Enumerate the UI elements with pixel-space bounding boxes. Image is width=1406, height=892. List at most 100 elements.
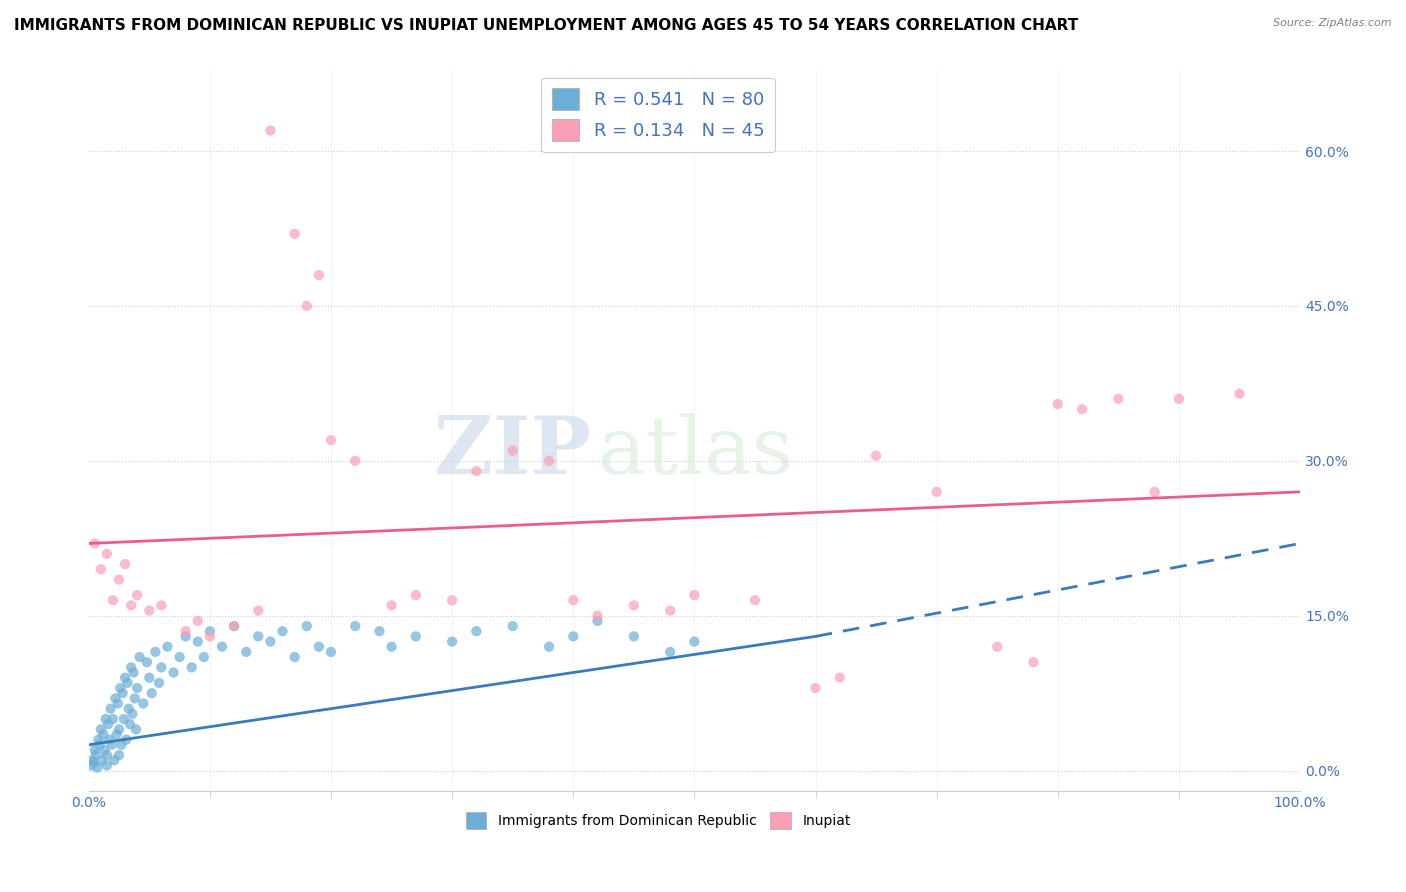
Point bbox=[150, 599, 173, 613]
Point bbox=[108, 573, 131, 587]
Point bbox=[145, 645, 167, 659]
Point bbox=[128, 650, 150, 665]
Text: Source: ZipAtlas.com: Source: ZipAtlas.com bbox=[1274, 18, 1392, 28]
Point bbox=[100, 701, 122, 715]
Point bbox=[127, 681, 149, 695]
Point bbox=[121, 706, 143, 721]
Point bbox=[344, 454, 367, 468]
Point bbox=[91, 727, 114, 741]
Point bbox=[180, 660, 202, 674]
Point bbox=[562, 593, 585, 607]
Point bbox=[96, 758, 118, 772]
Point bbox=[84, 748, 107, 763]
Point bbox=[94, 712, 117, 726]
Point bbox=[1143, 484, 1166, 499]
Point bbox=[284, 650, 307, 665]
Point bbox=[120, 599, 142, 613]
Point bbox=[193, 650, 215, 665]
Point bbox=[284, 227, 307, 241]
Point bbox=[295, 619, 318, 633]
Point bbox=[1071, 402, 1094, 417]
Point bbox=[150, 660, 173, 674]
Point bbox=[381, 640, 404, 654]
Point bbox=[198, 624, 221, 639]
Point bbox=[1046, 397, 1069, 411]
Point bbox=[127, 588, 149, 602]
Point bbox=[111, 686, 134, 700]
Point bbox=[1229, 386, 1251, 401]
Point bbox=[502, 619, 524, 633]
Point bbox=[308, 268, 330, 282]
Point bbox=[80, 758, 103, 772]
Point bbox=[124, 691, 146, 706]
Point bbox=[247, 604, 270, 618]
Point bbox=[108, 748, 131, 763]
Point bbox=[174, 629, 197, 643]
Point bbox=[110, 738, 132, 752]
Point bbox=[465, 624, 488, 639]
Point bbox=[683, 634, 706, 648]
Point bbox=[659, 645, 682, 659]
Point bbox=[986, 640, 1008, 654]
Point bbox=[623, 629, 645, 643]
Text: atlas: atlas bbox=[598, 413, 793, 491]
Point bbox=[538, 640, 561, 654]
Point bbox=[105, 727, 128, 741]
Point bbox=[405, 629, 427, 643]
Point bbox=[120, 660, 142, 674]
Point bbox=[108, 723, 131, 737]
Point bbox=[103, 753, 125, 767]
Point bbox=[1168, 392, 1191, 406]
Point bbox=[925, 484, 948, 499]
Point bbox=[162, 665, 184, 680]
Point bbox=[586, 614, 609, 628]
Point bbox=[187, 614, 209, 628]
Point bbox=[86, 760, 108, 774]
Point bbox=[132, 697, 155, 711]
Point bbox=[101, 712, 124, 726]
Point bbox=[405, 588, 427, 602]
Point bbox=[441, 593, 464, 607]
Point bbox=[295, 299, 318, 313]
Point bbox=[118, 701, 141, 715]
Point bbox=[441, 634, 464, 648]
Point bbox=[138, 604, 160, 618]
Point bbox=[224, 619, 246, 633]
Point bbox=[114, 671, 136, 685]
Point bbox=[319, 645, 342, 659]
Point bbox=[465, 464, 488, 478]
Point bbox=[122, 665, 145, 680]
Point bbox=[271, 624, 294, 639]
Point bbox=[110, 681, 132, 695]
Point bbox=[368, 624, 391, 639]
Legend: Immigrants from Dominican Republic, Inupiat: Immigrants from Dominican Republic, Inup… bbox=[460, 807, 856, 835]
Point bbox=[1107, 392, 1129, 406]
Point bbox=[187, 634, 209, 648]
Point bbox=[83, 536, 105, 550]
Point bbox=[319, 434, 342, 448]
Point bbox=[100, 738, 122, 752]
Point bbox=[381, 599, 404, 613]
Point bbox=[89, 738, 111, 752]
Point bbox=[744, 593, 766, 607]
Point bbox=[87, 732, 110, 747]
Point bbox=[96, 748, 118, 763]
Point bbox=[683, 588, 706, 602]
Point bbox=[1022, 655, 1045, 669]
Point bbox=[118, 717, 141, 731]
Point bbox=[623, 599, 645, 613]
Text: IMMIGRANTS FROM DOMINICAN REPUBLIC VS INUPIAT UNEMPLOYMENT AMONG AGES 45 TO 54 Y: IMMIGRANTS FROM DOMINICAN REPUBLIC VS IN… bbox=[14, 18, 1078, 33]
Point bbox=[83, 756, 105, 770]
Point bbox=[224, 619, 246, 633]
Point bbox=[828, 671, 851, 685]
Point bbox=[101, 593, 124, 607]
Point bbox=[96, 547, 118, 561]
Point bbox=[104, 691, 127, 706]
Point bbox=[502, 443, 524, 458]
Point bbox=[562, 629, 585, 643]
Point bbox=[211, 640, 233, 654]
Point bbox=[83, 743, 105, 757]
Point bbox=[98, 732, 121, 747]
Point bbox=[804, 681, 827, 695]
Point bbox=[91, 753, 114, 767]
